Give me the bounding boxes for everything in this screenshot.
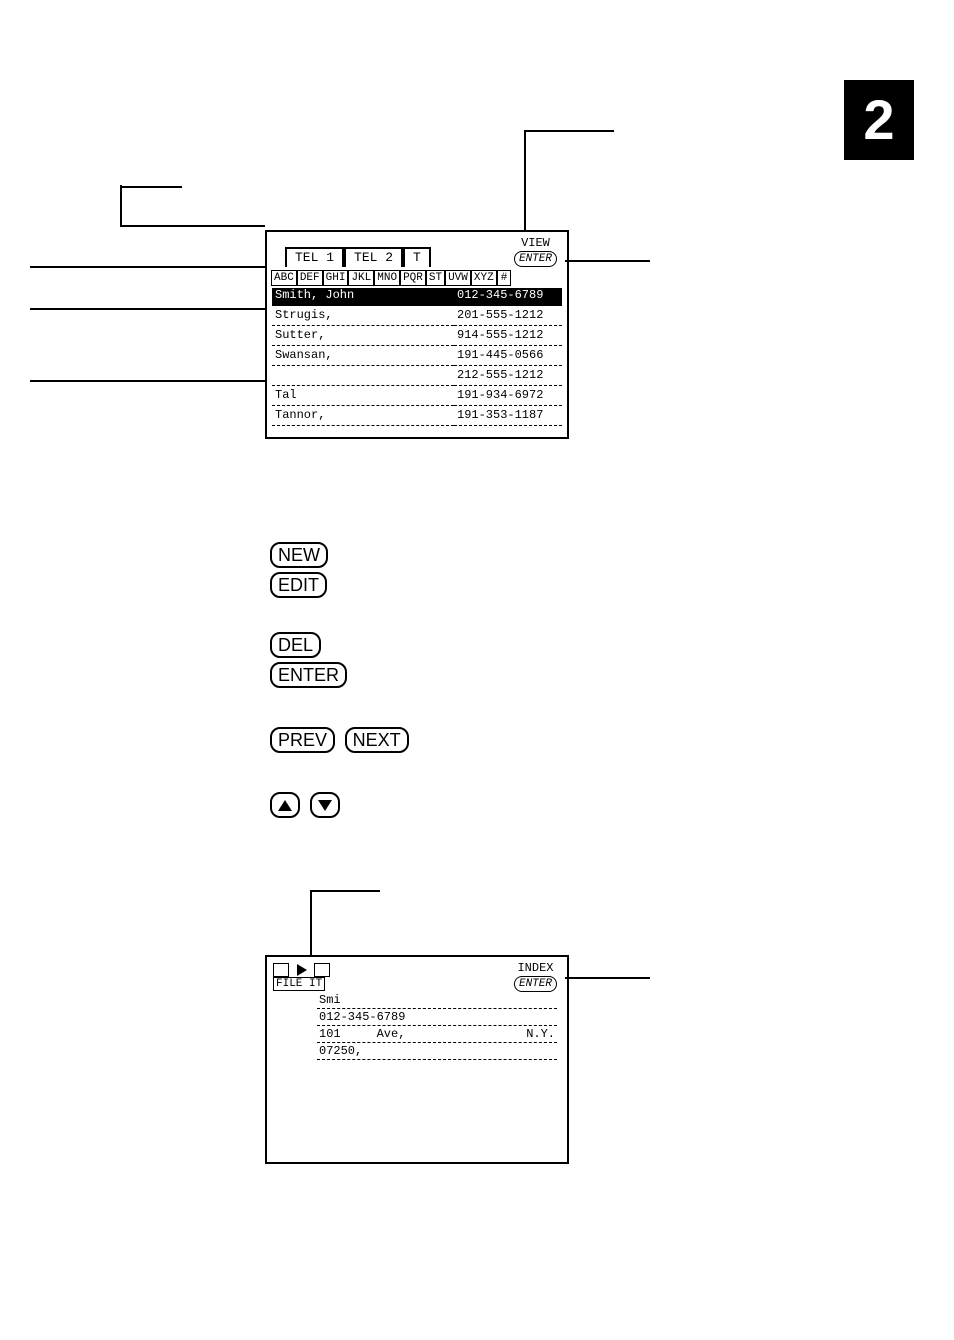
enter-icon[interactable]: ENTER xyxy=(514,976,557,992)
new-button[interactable]: NEW xyxy=(270,542,328,568)
list-row[interactable]: Sutter, 914-555-1212 xyxy=(272,328,562,346)
row-name: Smith, John xyxy=(272,288,454,306)
list-row[interactable]: Strugis, 201-555-1212 xyxy=(272,308,562,326)
alpha-pqr[interactable]: PQR xyxy=(400,270,426,286)
detail-left: 101 Ave, xyxy=(319,1027,526,1041)
detail-line: 101 Ave, N.Y. xyxy=(317,1026,557,1043)
alpha-def[interactable]: DEF xyxy=(297,270,323,286)
detail-screen: FILE IT INDEX ENTER Smi 012-345-6789 101… xyxy=(265,955,569,1164)
view-header: VIEW ENTER xyxy=(514,236,557,267)
row-name: Swansan, xyxy=(272,348,454,366)
card-icon xyxy=(273,963,289,977)
alpha-index-row[interactable]: ABC DEF GHI JKL MNO PQR ST UVW XYZ # xyxy=(271,270,563,286)
row-name: Tannor, xyxy=(272,408,454,426)
list-row[interactable]: Tal 191-934-6972 xyxy=(272,388,562,406)
del-button[interactable]: DEL xyxy=(270,632,321,658)
tab-row: TEL 1 TEL 2 T xyxy=(285,247,431,267)
row-phone: 191-445-0566 xyxy=(454,348,562,366)
list-row[interactable]: 212-555-1212 xyxy=(272,368,562,386)
prev-button[interactable]: PREV xyxy=(270,727,335,753)
tab-tel2[interactable]: TEL 2 xyxy=(344,247,403,267)
next-button[interactable]: NEXT xyxy=(345,727,409,753)
alpha-jkl[interactable]: JKL xyxy=(348,270,374,286)
detail-line: Smi xyxy=(317,992,557,1009)
view-label: VIEW xyxy=(514,236,557,250)
row-phone: 191-934-6972 xyxy=(454,388,562,406)
phone-list-screen: TEL 1 TEL 2 T VIEW ENTER ABC DEF GHI JKL… xyxy=(265,230,569,439)
detail-right: N.Y. xyxy=(526,1027,555,1041)
detail-left: 07250, xyxy=(319,1044,555,1058)
alpha-st[interactable]: ST xyxy=(426,270,445,286)
detail-line: 012-345-6789 xyxy=(317,1009,557,1026)
triangle-down-icon xyxy=(318,794,332,816)
alpha-abc[interactable]: ABC xyxy=(271,270,297,286)
row-phone: 201-555-1212 xyxy=(454,308,562,326)
row-phone: 191-353-1187 xyxy=(454,408,562,426)
index-header: INDEX ENTER xyxy=(514,961,557,992)
row-name: Strugis, xyxy=(272,308,454,326)
row-name xyxy=(272,368,454,386)
list-row-selected[interactable]: Smith, John 012-345-6789 xyxy=(272,288,562,306)
alpha-mno[interactable]: MNO xyxy=(374,270,400,286)
detail-left: Smi xyxy=(319,993,555,1007)
page-number: 2 xyxy=(844,80,914,160)
rolodex-icon xyxy=(314,963,330,977)
enter-icon[interactable]: ENTER xyxy=(514,251,557,267)
alpha-uvw[interactable]: UVW xyxy=(445,270,471,286)
tab-t[interactable]: T xyxy=(403,247,431,267)
down-button[interactable] xyxy=(310,792,340,818)
detail-line: 07250, xyxy=(317,1043,557,1060)
detail-body: Smi 012-345-6789 101 Ave, N.Y. 07250, xyxy=(317,992,557,1060)
row-phone: 914-555-1212 xyxy=(454,328,562,346)
up-button[interactable] xyxy=(270,792,300,818)
index-label: INDEX xyxy=(514,961,557,975)
detail-left: 012-345-6789 xyxy=(319,1010,555,1024)
arrow-icon xyxy=(297,964,307,976)
file-it-group: FILE IT xyxy=(273,963,330,991)
row-name: Tal xyxy=(272,388,454,406)
alpha-hash[interactable]: # xyxy=(497,270,512,286)
row-phone: 012-345-6789 xyxy=(454,288,562,306)
edit-button[interactable]: EDIT xyxy=(270,572,327,598)
row-phone: 212-555-1212 xyxy=(454,368,562,386)
list-row[interactable]: Swansan, 191-445-0566 xyxy=(272,348,562,366)
file-it-label[interactable]: FILE IT xyxy=(273,977,325,991)
alpha-ghi[interactable]: GHI xyxy=(323,270,349,286)
list-row[interactable]: Tannor, 191-353-1187 xyxy=(272,408,562,426)
row-name: Sutter, xyxy=(272,328,454,346)
triangle-up-icon xyxy=(278,794,292,816)
tab-tel1[interactable]: TEL 1 xyxy=(285,247,344,267)
alpha-xyz[interactable]: XYZ xyxy=(471,270,497,286)
enter-button[interactable]: ENTER xyxy=(270,662,347,688)
